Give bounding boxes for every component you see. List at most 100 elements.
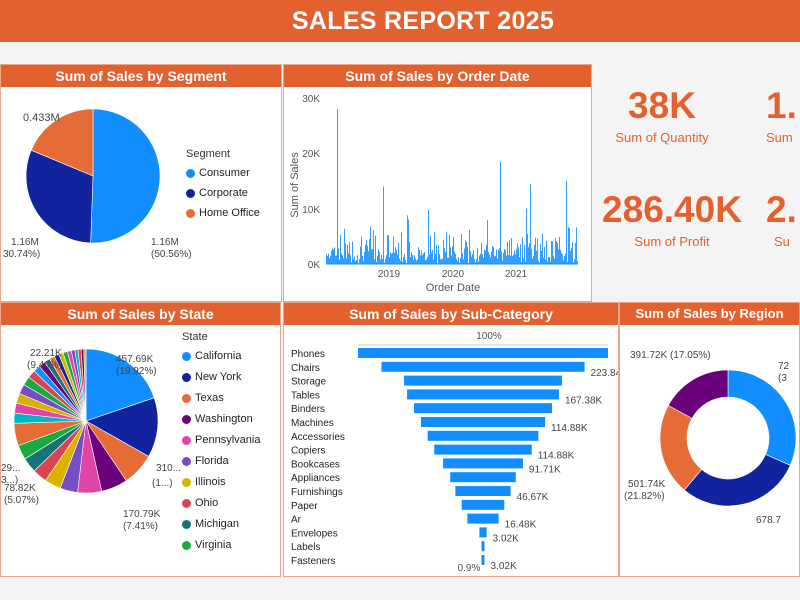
funnel-bar[interactable] bbox=[420, 417, 546, 427]
funnel-bar[interactable] bbox=[414, 403, 552, 414]
sales-bar bbox=[373, 230, 374, 264]
state-slice[interactable] bbox=[85, 397, 159, 457]
legend-item-corporate[interactable]: Corporate bbox=[186, 187, 260, 199]
sales-bar bbox=[447, 257, 448, 264]
sales-bar bbox=[388, 235, 389, 264]
funnel-bar[interactable] bbox=[467, 513, 499, 524]
funnel-bar[interactable] bbox=[450, 472, 516, 483]
legend-item-michigan[interactable]: Michigan bbox=[182, 518, 260, 530]
funnel-category-label: Storage bbox=[291, 377, 326, 388]
label-pct: (21.82%) bbox=[624, 491, 665, 502]
sales-bar bbox=[485, 250, 486, 264]
sales-bar bbox=[504, 249, 505, 264]
funnel-category-label: Fasteners bbox=[291, 556, 335, 567]
sales-bar bbox=[357, 255, 358, 264]
sales-bar bbox=[359, 258, 360, 264]
order-date-panel[interactable]: Sum of Sales by Order Date 30K 20K 10K 0… bbox=[283, 64, 592, 302]
legend-item-florida[interactable]: Florida bbox=[182, 455, 260, 467]
sales-bar bbox=[400, 260, 401, 264]
region-slice[interactable] bbox=[667, 369, 729, 419]
legend-item-california[interactable]: California bbox=[182, 350, 260, 362]
funnel-bar[interactable] bbox=[427, 430, 539, 441]
sales-bar bbox=[376, 262, 377, 264]
legend-item-consumer[interactable]: Consumer bbox=[186, 167, 260, 179]
legend-item-washington[interactable]: Washington bbox=[182, 413, 260, 425]
legend-item-pennsylvania[interactable]: Pennsylvania bbox=[182, 434, 260, 446]
sales-bar bbox=[435, 254, 436, 264]
funnel-bar[interactable] bbox=[455, 486, 511, 496]
funnel-bar[interactable] bbox=[407, 389, 559, 400]
legend-dot-icon bbox=[182, 540, 191, 550]
region-slice[interactable] bbox=[683, 454, 791, 507]
subcategory-panel[interactable]: Sum of Sales by Sub-Category 100% 0.9% P… bbox=[283, 302, 619, 577]
sales-bar bbox=[498, 249, 499, 264]
segment-slice[interactable] bbox=[25, 149, 94, 244]
sales-bar bbox=[431, 252, 432, 264]
subcategory-title: Sum of Sales by Sub-Category bbox=[284, 303, 618, 325]
legend-item-illinois[interactable]: Illinois bbox=[182, 476, 260, 488]
sales-bar bbox=[477, 248, 478, 264]
label-value: 22.21K bbox=[30, 348, 62, 359]
sales-bar bbox=[466, 242, 467, 264]
sales-bar bbox=[393, 236, 394, 264]
consumer-pct: (50.56%) bbox=[151, 249, 192, 260]
funnel-bar[interactable] bbox=[434, 444, 532, 455]
funnel-data-label: 114.88K bbox=[551, 423, 588, 434]
segment-pie[interactable] bbox=[1, 65, 283, 303]
segment-slice[interactable] bbox=[30, 108, 94, 177]
legend-item-new-york[interactable]: New York bbox=[182, 371, 260, 383]
corporate-dot-icon bbox=[186, 188, 195, 198]
funnel-bar[interactable] bbox=[358, 348, 608, 358]
sales-bar bbox=[338, 248, 339, 264]
funnel-category-label: Copiers bbox=[291, 446, 325, 457]
legend-item-virginia[interactable]: Virginia bbox=[182, 539, 260, 551]
label-value: 501.74K bbox=[628, 479, 666, 490]
sales-bar bbox=[543, 257, 544, 264]
funnel-category-label: Accessories bbox=[291, 432, 345, 443]
funnel-bar[interactable] bbox=[481, 541, 485, 552]
segment-slice[interactable] bbox=[90, 108, 161, 244]
sales-bar bbox=[423, 253, 424, 264]
subcategory-funnel[interactable]: 100% 0.9% Phones Chairs 223.84K Storage Tabl… bbox=[284, 303, 618, 576]
sales-bar bbox=[433, 259, 434, 264]
state-pie[interactable] bbox=[1, 303, 280, 576]
state-panel[interactable]: Sum of Sales by State 457.69K (19.92%) 31… bbox=[0, 302, 281, 577]
sales-bar bbox=[526, 208, 527, 264]
state-slice[interactable] bbox=[85, 348, 155, 422]
funnel-bar[interactable] bbox=[479, 527, 487, 538]
sales-bar bbox=[396, 250, 397, 264]
segment-panel[interactable]: Sum of Sales by Segment 0.433M 1.16M 30.7… bbox=[0, 64, 282, 302]
label-pct: (9.40%) bbox=[27, 360, 63, 371]
state-slice[interactable] bbox=[83, 348, 87, 422]
sales-bar bbox=[362, 255, 363, 264]
funnel-bar[interactable] bbox=[461, 499, 505, 510]
sales-bar bbox=[397, 254, 398, 264]
funnel-bar[interactable] bbox=[404, 375, 562, 386]
funnel-bar[interactable] bbox=[443, 458, 523, 469]
sales-bar bbox=[572, 242, 573, 264]
funnel-bar[interactable] bbox=[381, 361, 585, 372]
sales-bar bbox=[474, 258, 475, 264]
sales-bar bbox=[457, 260, 458, 264]
sales-bar bbox=[363, 261, 364, 264]
legend-label: Texas bbox=[195, 392, 224, 404]
sales-bar bbox=[436, 245, 437, 264]
legend-label: Home Office bbox=[199, 207, 260, 219]
sales-bar bbox=[525, 261, 526, 264]
region-donut[interactable] bbox=[620, 303, 799, 576]
state-legend-title: State bbox=[182, 331, 208, 343]
funnel-bar[interactable] bbox=[481, 555, 485, 565]
kpi-caption: Sum bbox=[766, 130, 793, 145]
legend-item-home-office[interactable]: Home Office bbox=[186, 207, 260, 219]
consumer-dot-icon bbox=[186, 168, 195, 178]
region-panel[interactable]: Sum of Sales by Region 391.72K (17.05%) … bbox=[619, 302, 800, 577]
kpi-caption: Su bbox=[774, 234, 790, 249]
order-date-chart[interactable]: 30K 20K 10K 0K 2019 2020 2021 Order Date… bbox=[284, 65, 591, 301]
sales-bar bbox=[569, 228, 570, 264]
sales-bar bbox=[458, 257, 459, 264]
legend-item-texas[interactable]: Texas bbox=[182, 392, 260, 404]
sales-bar bbox=[405, 259, 406, 264]
legend-label: Florida bbox=[195, 455, 229, 467]
sales-bar bbox=[351, 262, 352, 264]
legend-item-ohio[interactable]: Ohio bbox=[182, 497, 260, 509]
